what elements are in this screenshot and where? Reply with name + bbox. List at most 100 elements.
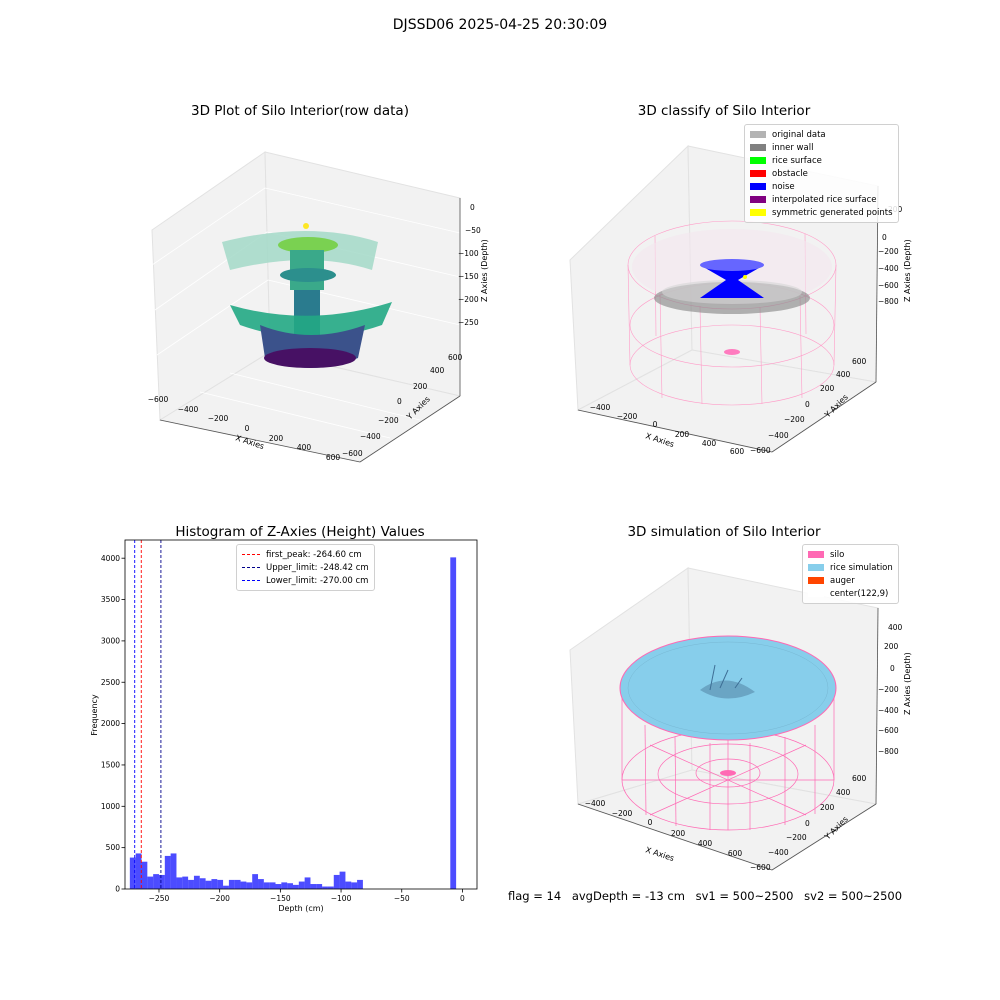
cone-top-points: [278, 237, 338, 253]
raw-ztick: −100: [458, 249, 479, 258]
silo-simulation-wireframe: [621, 690, 835, 831]
histogram-xtick-label: −150: [270, 894, 291, 903]
legend-entry-center: center(122,9): [808, 587, 893, 600]
histogram-bars: [129, 557, 457, 889]
histogram-bar: [281, 882, 288, 889]
simulation-ztick: −400: [878, 706, 899, 715]
raw-ztick: 0: [470, 203, 475, 212]
simulation-xtick-labels: −400 −200 0 200 400 600: [585, 799, 743, 858]
rice-surface-depression: [700, 680, 755, 699]
histogram-bar: [129, 857, 136, 889]
simulation-ytick: 0: [805, 819, 810, 828]
classify-ytick: −400: [768, 431, 789, 440]
raw-xtick: −600: [148, 395, 169, 404]
legend-entry-rice-surface: rice surface: [750, 154, 893, 167]
legend-entry-obstacle: obstacle: [750, 167, 893, 180]
histogram-bar: [211, 879, 218, 889]
lower-ring-points: [230, 302, 392, 338]
histogram-frame: [124, 539, 478, 890]
simulation-xtick: 0: [648, 818, 653, 827]
histogram-legend: first_peak: -264.60 cm Upper_limit: -248…: [236, 544, 375, 591]
legend-swatch: [750, 157, 766, 164]
histogram-xtick-label: 0: [460, 894, 465, 903]
classify-xtick: 0: [653, 420, 658, 429]
legend-swatch: [750, 183, 766, 190]
histogram-ylabel: Frequency: [90, 694, 99, 736]
histogram-bar: [351, 882, 358, 889]
histogram-bar: [240, 881, 247, 889]
histogram-yticks: 0 500 1000 1500 2000 2500 3000 3500 4000: [101, 554, 125, 894]
histogram-bar: [193, 875, 200, 889]
simulation-xtick: 200: [671, 829, 686, 838]
status-line: flag = 14 avgDepth = -13 cm sv1 = 500~25…: [508, 889, 909, 903]
histogram-xlabel: Depth (cm): [278, 904, 323, 913]
raw-ytick: −200: [378, 416, 399, 425]
histogram-ytick-label: 2000: [101, 719, 120, 728]
raw-silo-points: [222, 223, 392, 368]
histogram-bar: [292, 884, 299, 889]
simulation-plot-title: 3D simulation of Silo Interior: [627, 524, 821, 540]
histogram-bar: [199, 878, 206, 889]
classify-ytick: −200: [784, 415, 805, 424]
silo-bottom-center: [724, 349, 740, 355]
raw-ytick: 400: [430, 366, 445, 375]
raw-zlabel: Z Axies (Depth): [480, 239, 489, 302]
classify-ytick: −600: [750, 446, 771, 455]
histogram-ytick-label: 3000: [101, 636, 120, 645]
histogram-bar: [135, 853, 142, 889]
histogram-bar: [327, 886, 334, 889]
histogram-xtick-label: −200: [209, 894, 230, 903]
classify-xtick: 600: [730, 447, 745, 456]
legend-swatch: [750, 144, 766, 151]
classify-legend: original data inner wall rice surface ob…: [744, 124, 899, 223]
raw-ztick: −250: [458, 318, 479, 327]
histogram-bar: [275, 884, 282, 889]
classify-3d-plot: −400 −200 0 200 400 600 X Axies −600 −40…: [569, 144, 912, 456]
histogram-bar: [287, 883, 293, 889]
histogram-ytick-label: 2500: [101, 678, 120, 687]
legend-swatch: [750, 196, 766, 203]
histogram-bar: [228, 879, 235, 889]
simulation-ztick-labels: 400 200 0 −200 −400 −600 −800: [878, 623, 903, 756]
histogram-bar: [357, 879, 363, 889]
raw-xtick: 200: [269, 434, 284, 443]
simulation-ztick: −200: [878, 685, 899, 694]
classify-ytick-labels: −600 −400 −200 0 200 400 600: [750, 357, 867, 455]
raw-plot-title: 3D Plot of Silo Interior(row data): [191, 103, 409, 119]
raw-xtick: 0: [245, 424, 250, 433]
raw-ztick: −150: [458, 272, 479, 281]
classify-ytick: 600: [852, 357, 867, 366]
auger-marks: [709, 664, 743, 691]
classify-plot-title: 3D classify of Silo Interior: [637, 103, 811, 119]
histogram-bar: [263, 882, 270, 889]
raw-ytick: 200: [413, 382, 428, 391]
status-avg-depth: avgDepth = -13 cm: [571, 889, 685, 903]
classify-xtick: 200: [675, 430, 690, 439]
simulation-ztick: 200: [884, 642, 899, 651]
silo-wireframe: [627, 220, 837, 406]
classify-xlabel: X Axies: [644, 431, 675, 449]
histogram-xtick-label: −250: [149, 894, 170, 903]
simulation-xtick: −400: [585, 799, 606, 808]
histogram-bar: [234, 879, 241, 889]
legend-entry-inner-wall: inner wall: [750, 141, 893, 154]
classify-ztick: −400: [878, 264, 899, 273]
peak-point: [303, 223, 309, 229]
legend-entry-silo: silo: [808, 548, 893, 561]
legend-entry-original-data: original data: [750, 128, 893, 141]
legend-entry-lower-limit: Lower_limit: -270.00 cm: [242, 574, 369, 587]
histogram-bar: [188, 879, 194, 889]
histogram-bar: [141, 861, 148, 889]
legend-entry-auger: auger: [808, 574, 893, 587]
noise-points: [700, 265, 764, 298]
raw-ytick: 0: [397, 397, 402, 406]
simulation-3d-plot: −400 −200 0 200 400 600 X Axies −600 −40…: [569, 567, 912, 872]
raw-xtick: −400: [178, 405, 199, 414]
histogram-title: Histogram of Z-Axies (Height) Values: [175, 524, 425, 540]
silo-bottom-center: [720, 770, 736, 776]
classify-ztick: −800: [878, 297, 899, 306]
histogram-bar: [246, 882, 253, 889]
simulation-legend: silo rice simulation auger center(122,9): [802, 544, 899, 604]
classify-ytick: 400: [836, 370, 851, 379]
legend-entry-noise: noise: [750, 180, 893, 193]
